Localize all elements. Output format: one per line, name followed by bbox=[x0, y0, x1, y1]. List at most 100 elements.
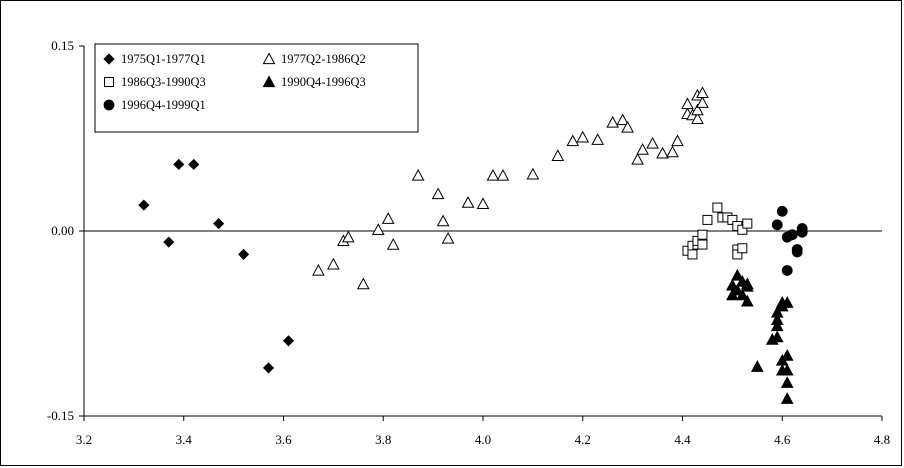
series-2 bbox=[682, 202, 753, 260]
data-point bbox=[786, 229, 798, 241]
series-1 bbox=[312, 86, 709, 290]
data-point bbox=[780, 295, 794, 308]
axes-group: 3.2 3.4 3.6 3.8 4.0 4.2 4.4 4.6 4.8 -0.15 0.00 0.15 bbox=[47, 38, 890, 447]
data-point bbox=[687, 249, 698, 260]
y-tick-label: 0.15 bbox=[51, 38, 74, 53]
y-tick-label: 0.00 bbox=[51, 223, 74, 238]
data-point bbox=[697, 239, 708, 250]
data-point bbox=[712, 202, 723, 213]
data-point bbox=[742, 218, 753, 229]
data-point bbox=[702, 214, 713, 225]
data-point bbox=[780, 392, 794, 404]
data-point bbox=[386, 238, 400, 250]
legend-label: 1990Q4-1996Q3 bbox=[281, 75, 366, 89]
series-0 bbox=[138, 158, 295, 374]
legend-marker bbox=[103, 53, 115, 65]
data-point bbox=[576, 130, 590, 143]
data-point bbox=[591, 133, 605, 145]
data-point bbox=[173, 158, 185, 170]
data-point bbox=[431, 187, 445, 200]
data-point bbox=[631, 152, 644, 165]
data-point bbox=[356, 277, 370, 290]
data-point bbox=[740, 279, 754, 292]
data-point bbox=[238, 248, 250, 260]
data-point bbox=[697, 229, 708, 240]
series-3 bbox=[726, 268, 794, 404]
x-tick-label: 4.2 bbox=[575, 432, 591, 447]
data-point bbox=[616, 113, 629, 126]
data-point bbox=[188, 158, 200, 170]
data-point bbox=[327, 257, 340, 270]
data-point bbox=[636, 143, 649, 155]
data-point bbox=[770, 319, 784, 332]
data-point bbox=[381, 212, 395, 224]
data-point bbox=[737, 243, 748, 254]
data-point bbox=[776, 205, 788, 217]
data-point bbox=[312, 263, 325, 276]
x-tick-label: 4.6 bbox=[774, 432, 791, 447]
x-tick-label: 3.8 bbox=[375, 432, 391, 447]
legend-box bbox=[94, 43, 419, 133]
data-point bbox=[436, 214, 450, 227]
data-point bbox=[696, 96, 709, 108]
legend-label: 1996Q4-1999Q1 bbox=[121, 98, 206, 112]
data-point bbox=[671, 134, 684, 147]
data-point bbox=[526, 167, 540, 180]
data-point bbox=[731, 268, 744, 281]
data-point bbox=[770, 330, 784, 343]
data-point bbox=[740, 294, 754, 307]
data-point bbox=[770, 305, 784, 318]
data-point bbox=[163, 236, 175, 248]
data-point bbox=[213, 218, 225, 230]
data-point bbox=[621, 120, 634, 133]
legend: 1975Q1-1977Q1 1977Q2-1986Q2 1986Q3-1990Q3 1… bbox=[94, 43, 419, 133]
data-point bbox=[781, 265, 793, 276]
data-point bbox=[780, 349, 794, 361]
data-point bbox=[656, 146, 669, 159]
data-point bbox=[681, 97, 694, 110]
series-4 bbox=[771, 205, 808, 276]
data-point bbox=[771, 219, 783, 231]
x-tick-label: 3.2 bbox=[76, 432, 92, 447]
data-point bbox=[341, 230, 355, 243]
legend-label: 1977Q2-1986Q2 bbox=[281, 52, 366, 66]
data-point bbox=[780, 376, 794, 388]
x-tick-label: 3.4 bbox=[176, 432, 193, 447]
data-point bbox=[486, 168, 500, 181]
data-point bbox=[691, 112, 704, 124]
data-point bbox=[566, 134, 580, 147]
data-point bbox=[282, 335, 295, 347]
legend-label: 1986Q3-1990Q3 bbox=[121, 75, 206, 89]
data-point bbox=[606, 115, 620, 128]
data-point bbox=[411, 168, 425, 181]
legend-label: 1975Q1-1977Q1 bbox=[121, 52, 206, 66]
data-point bbox=[796, 223, 808, 234]
legend-marker bbox=[104, 77, 114, 87]
data-point bbox=[262, 362, 275, 374]
data-point bbox=[371, 223, 385, 235]
data-point bbox=[791, 244, 803, 255]
x-tick-label: 4.0 bbox=[475, 432, 491, 447]
data-point bbox=[736, 288, 749, 301]
legend-marker bbox=[262, 75, 276, 88]
legend-marker bbox=[262, 52, 276, 65]
data-point bbox=[770, 313, 784, 325]
data-point bbox=[476, 197, 490, 210]
data-point bbox=[138, 199, 150, 211]
data-point bbox=[726, 278, 739, 291]
x-tick-label: 4.4 bbox=[674, 432, 691, 447]
x-tick-label: 3.6 bbox=[275, 432, 292, 447]
x-tick-label: 4.8 bbox=[874, 432, 890, 447]
data-point bbox=[731, 283, 744, 296]
data-point bbox=[696, 86, 709, 99]
data-point bbox=[646, 136, 659, 149]
data-point bbox=[666, 145, 679, 158]
legend-marker bbox=[103, 99, 115, 111]
data-point bbox=[780, 363, 794, 376]
data-point bbox=[441, 231, 455, 244]
y-tick-label: -0.15 bbox=[47, 408, 74, 423]
data-point bbox=[750, 360, 764, 372]
data-point bbox=[496, 168, 510, 181]
